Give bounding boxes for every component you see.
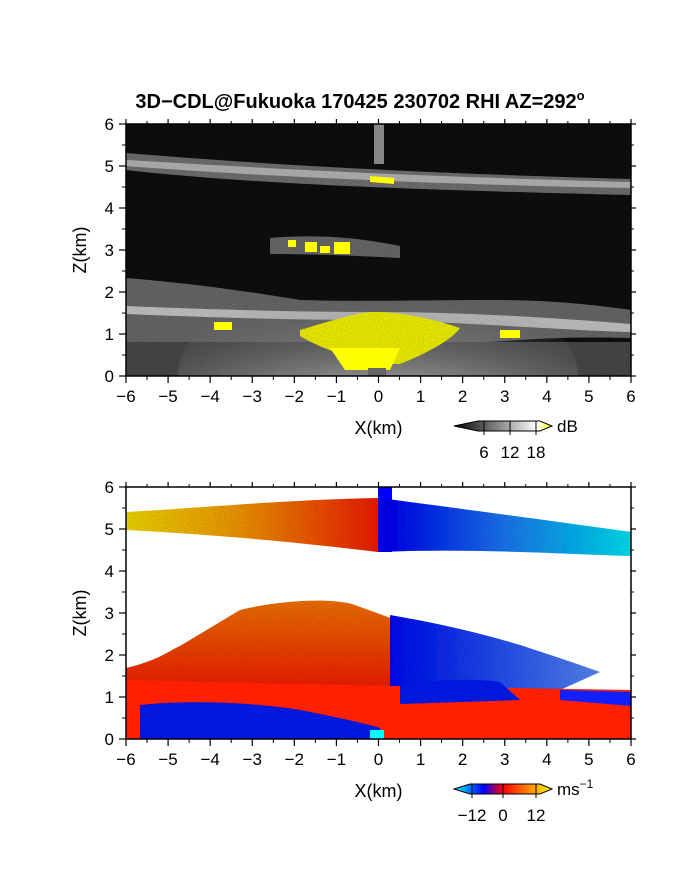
reflectivity-colorbar-tick: 6 — [479, 443, 488, 462]
x-tick-label: 5 — [584, 750, 593, 769]
x-tick-label: 1 — [416, 387, 425, 406]
y-tick-label: 6 — [105, 478, 114, 497]
x-tick-label: −2 — [285, 387, 304, 406]
y-tick-label: 1 — [105, 325, 114, 344]
velocity-colorbar-tick: 12 — [527, 806, 546, 825]
x-tick-label: −4 — [200, 750, 219, 769]
x-tick-label: −3 — [243, 750, 262, 769]
y-tick-label: 3 — [105, 241, 114, 260]
y-tick-label: 0 — [105, 367, 114, 386]
x-tick-label: 3 — [500, 387, 509, 406]
x-tick-label: 0 — [374, 387, 383, 406]
y-tick-label: 3 — [105, 604, 114, 623]
y-tick-label: 4 — [105, 562, 114, 581]
x-tick-label: 1 — [416, 750, 425, 769]
x-tick-label: −3 — [243, 387, 262, 406]
y-tick-label: 4 — [105, 199, 114, 218]
x-tick-label: 2 — [458, 387, 467, 406]
reflectivity-colorbar-unit: dB — [557, 417, 578, 436]
reflectivity-colorbar-tick: 12 — [501, 443, 520, 462]
reflectivity-image — [126, 124, 631, 376]
y-tick-label: 2 — [105, 646, 114, 665]
reflectivity-colorbar-tick: 18 — [527, 443, 546, 462]
x-tick-label: −5 — [158, 387, 177, 406]
velocity-colorbar-unit: ms−1 — [557, 777, 594, 799]
x-tick-label: −1 — [327, 750, 346, 769]
x-tick-label: 0 — [374, 750, 383, 769]
reflectivity-colorbar: dB 6 12 18 — [453, 417, 578, 462]
x-tick-label: −5 — [158, 750, 177, 769]
y-axis-label: Z(km) — [70, 590, 90, 637]
y-tick-label: 2 — [105, 283, 114, 302]
x-tick-label: −1 — [327, 387, 346, 406]
x-tick-label: 4 — [542, 750, 551, 769]
y-axis-label: Z(km) — [70, 227, 90, 274]
x-tick-label: 4 — [542, 387, 551, 406]
velocity-colorbar: ms−1 −12 0 12 — [452, 777, 594, 825]
x-axis-label: X(km) — [355, 418, 403, 438]
x-tick-label: 3 — [500, 750, 509, 769]
velocity-colorbar-tick: 0 — [498, 806, 507, 825]
x-tick-label: −6 — [116, 387, 135, 406]
x-tick-label: −2 — [285, 750, 304, 769]
x-axis-label: X(km) — [355, 781, 403, 801]
y-tick-label: 0 — [105, 730, 114, 749]
x-tick-label: 2 — [458, 750, 467, 769]
y-tick-label: 1 — [105, 688, 114, 707]
x-tick-label: 6 — [626, 750, 635, 769]
velocity-image — [126, 487, 631, 739]
x-tick-label: −6 — [116, 750, 135, 769]
x-tick-label: 5 — [584, 387, 593, 406]
y-tick-label: 5 — [105, 520, 114, 539]
reflectivity-panel: −6 −5 −4 −3 −2 −1 0 1 2 3 4 5 6 0 1 2 3 4 5 6 X(km) Z(km) — [70, 115, 636, 438]
y-tick-label: 5 — [105, 157, 114, 176]
velocity-colorbar-tick: −12 — [458, 806, 487, 825]
figure-title: 3D−CDL@Fukuoka 170425 230702 RHI AZ=292o — [135, 88, 584, 113]
velocity-panel: −6 −5 −4 −3 −2 −1 0 1 2 3 4 5 6 0 1 2 3 4 5 6 X(km) Z(km) — [70, 478, 636, 801]
x-tick-label: 6 — [626, 387, 635, 406]
x-tick-label: −4 — [200, 387, 219, 406]
y-tick-label: 6 — [105, 115, 114, 134]
